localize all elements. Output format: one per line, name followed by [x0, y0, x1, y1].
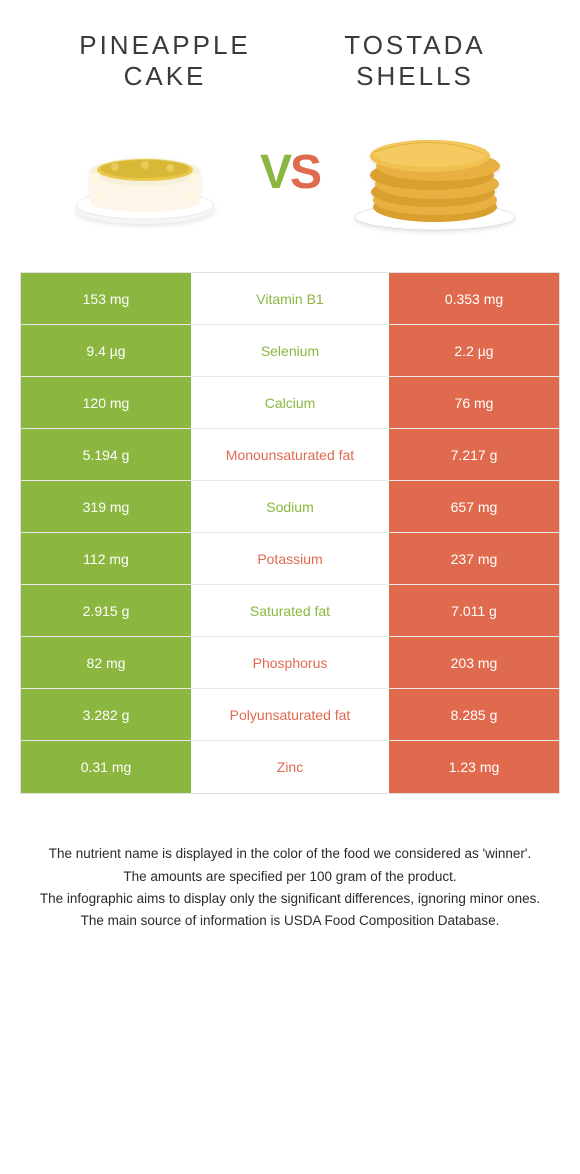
- nutrient-label-cell: Calcium: [191, 377, 389, 428]
- table-row: 9.4 µgSelenium2.2 µg: [21, 325, 559, 377]
- right-title-line2: shells: [356, 61, 474, 91]
- vs-letter-v: V: [260, 146, 290, 199]
- table-row: 3.282 gPolyunsaturated fat8.285 g: [21, 689, 559, 741]
- right-value-cell: 237 mg: [389, 533, 559, 584]
- nutrient-label-cell: Potassium: [191, 533, 389, 584]
- table-row: 82 mgPhosphorus203 mg: [21, 637, 559, 689]
- left-value-cell: 112 mg: [21, 533, 191, 584]
- nutrient-label-cell: Saturated fat: [191, 585, 389, 636]
- table-row: 112 mgPotassium237 mg: [21, 533, 559, 585]
- table-row: 2.915 gSaturated fat7.011 g: [21, 585, 559, 637]
- left-title-col: PINEAPPLE CAKE: [40, 30, 290, 92]
- right-value-cell: 203 mg: [389, 637, 559, 688]
- pineapple-cake-icon: [70, 117, 220, 227]
- nutrient-label-cell: Selenium: [191, 325, 389, 376]
- table-row: 153 mgVitamin B10.353 mg: [21, 273, 559, 325]
- table-row: 5.194 gMonounsaturated fat7.217 g: [21, 429, 559, 481]
- tostada-shells-icon: [350, 112, 520, 232]
- right-title-col: Tostada shells: [290, 30, 540, 92]
- left-value-cell: 82 mg: [21, 637, 191, 688]
- table-row: 0.31 mgZinc1.23 mg: [21, 741, 559, 793]
- left-value-cell: 2.915 g: [21, 585, 191, 636]
- vs-badge: VS: [260, 145, 320, 200]
- footer-notes: The nutrient name is displayed in the co…: [0, 814, 580, 963]
- right-value-cell: 76 mg: [389, 377, 559, 428]
- left-title-line2: CAKE: [124, 61, 207, 91]
- images-row: VS: [0, 102, 580, 252]
- right-value-cell: 7.217 g: [389, 429, 559, 480]
- left-food-title: PINEAPPLE CAKE: [40, 30, 290, 92]
- right-food-image: [320, 112, 550, 232]
- nutrient-label-cell: Monounsaturated fat: [191, 429, 389, 480]
- footer-line-3: The infographic aims to display only the…: [30, 889, 550, 909]
- nutrient-label-cell: Polyunsaturated fat: [191, 689, 389, 740]
- right-value-cell: 2.2 µg: [389, 325, 559, 376]
- left-value-cell: 9.4 µg: [21, 325, 191, 376]
- right-food-title: Tostada shells: [290, 30, 540, 92]
- left-value-cell: 120 mg: [21, 377, 191, 428]
- nutrient-label-cell: Zinc: [191, 741, 389, 793]
- left-food-image: [30, 117, 260, 227]
- right-value-cell: 0.353 mg: [389, 273, 559, 324]
- nutrient-label-cell: Phosphorus: [191, 637, 389, 688]
- left-value-cell: 3.282 g: [21, 689, 191, 740]
- header-titles: PINEAPPLE CAKE Tostada shells: [0, 0, 580, 102]
- right-value-cell: 657 mg: [389, 481, 559, 532]
- left-value-cell: 153 mg: [21, 273, 191, 324]
- table-row: 319 mgSodium657 mg: [21, 481, 559, 533]
- left-value-cell: 5.194 g: [21, 429, 191, 480]
- left-value-cell: 0.31 mg: [21, 741, 191, 793]
- footer-line-2: The amounts are specified per 100 gram o…: [30, 867, 550, 887]
- right-title-line1: Tostada: [344, 30, 485, 60]
- nutrient-label-cell: Sodium: [191, 481, 389, 532]
- left-title-line1: PINEAPPLE: [79, 30, 251, 60]
- footer-line-4: The main source of information is USDA F…: [30, 911, 550, 931]
- nutrient-label-cell: Vitamin B1: [191, 273, 389, 324]
- right-value-cell: 1.23 mg: [389, 741, 559, 793]
- vs-letter-s: S: [290, 146, 320, 199]
- left-value-cell: 319 mg: [21, 481, 191, 532]
- right-value-cell: 7.011 g: [389, 585, 559, 636]
- right-value-cell: 8.285 g: [389, 689, 559, 740]
- comparison-table: 153 mgVitamin B10.353 mg9.4 µgSelenium2.…: [20, 272, 560, 794]
- footer-line-1: The nutrient name is displayed in the co…: [30, 844, 550, 864]
- table-row: 120 mgCalcium76 mg: [21, 377, 559, 429]
